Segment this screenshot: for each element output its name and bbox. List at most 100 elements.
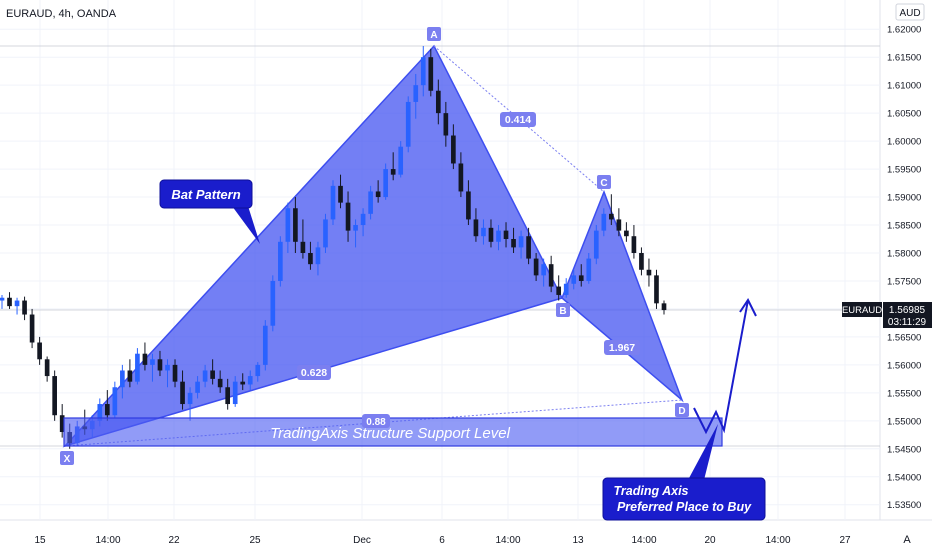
candle[interactable] <box>300 219 306 259</box>
point-label-c[interactable]: C <box>597 175 611 189</box>
candle[interactable] <box>451 124 456 170</box>
candle[interactable] <box>202 364 208 388</box>
ratio-label-xd[interactable]: 0.88 <box>362 414 390 428</box>
candle[interactable] <box>593 225 599 265</box>
candlestick-series[interactable] <box>0 46 667 449</box>
candle[interactable] <box>262 320 268 371</box>
candle[interactable] <box>270 275 276 332</box>
candle[interactable] <box>503 222 509 248</box>
candle[interactable] <box>443 101 449 147</box>
candle[interactable] <box>187 387 193 421</box>
candle[interactable] <box>217 370 223 393</box>
candle[interactable] <box>511 227 516 253</box>
candle[interactable] <box>135 348 140 385</box>
support-zone[interactable] <box>63 417 723 447</box>
candle[interactable] <box>571 269 577 290</box>
point-label-d[interactable]: D <box>675 403 689 417</box>
candle[interactable] <box>0 294 5 309</box>
candle[interactable] <box>150 353 155 382</box>
candle[interactable] <box>127 359 133 388</box>
candle[interactable] <box>661 300 667 315</box>
candle[interactable] <box>646 258 652 287</box>
candle[interactable] <box>7 292 12 309</box>
candle[interactable] <box>548 255 554 293</box>
candle[interactable] <box>315 241 321 276</box>
bat-pattern-callout[interactable]: Bat Pattern <box>159 179 260 244</box>
point-label-b[interactable]: B <box>556 303 570 317</box>
candle[interactable] <box>330 180 336 226</box>
candle[interactable] <box>413 73 419 119</box>
candle[interactable] <box>180 370 185 410</box>
candle[interactable] <box>473 208 479 242</box>
candle[interactable] <box>518 230 524 259</box>
candle[interactable] <box>172 359 178 388</box>
candle[interactable] <box>586 252 592 284</box>
candle[interactable] <box>240 373 246 391</box>
candle[interactable] <box>435 79 441 125</box>
candle[interactable] <box>639 247 644 276</box>
buy-zone-callout[interactable]: Trading Axis Preferred Place to Buy <box>602 424 766 521</box>
candle[interactable] <box>466 180 471 226</box>
candle[interactable] <box>488 219 494 248</box>
point-label-x[interactable]: X <box>60 451 74 465</box>
candle[interactable] <box>541 258 546 287</box>
candle[interactable] <box>225 378 231 410</box>
candle[interactable] <box>616 208 622 237</box>
currency-badge[interactable]: AUD <box>895 3 925 21</box>
candle[interactable] <box>104 390 110 421</box>
candle[interactable] <box>255 362 261 382</box>
price-axis-pane[interactable] <box>880 0 932 550</box>
candle[interactable] <box>631 225 637 259</box>
ratio-label-cd[interactable]: 1.967 <box>604 340 640 355</box>
candle[interactable] <box>428 48 434 97</box>
candle[interactable] <box>624 222 629 242</box>
candle[interactable] <box>360 208 366 237</box>
candle[interactable] <box>14 297 20 315</box>
candle[interactable] <box>390 152 396 181</box>
candle[interactable] <box>285 202 291 253</box>
auto-scale-button[interactable]: A <box>903 534 911 546</box>
candle[interactable] <box>398 141 404 178</box>
candle[interactable] <box>142 342 148 371</box>
candle[interactable] <box>37 336 42 365</box>
candle[interactable] <box>120 364 125 399</box>
candle[interactable] <box>420 46 426 97</box>
candle[interactable] <box>22 296 27 321</box>
candle[interactable] <box>383 163 388 200</box>
candle[interactable] <box>345 191 351 242</box>
candle[interactable] <box>458 152 464 198</box>
candle[interactable] <box>556 275 562 301</box>
candle[interactable] <box>481 219 486 245</box>
candle[interactable] <box>195 376 200 399</box>
candle[interactable] <box>601 208 607 237</box>
candle[interactable] <box>654 269 659 309</box>
candle[interactable] <box>609 194 614 226</box>
candle[interactable] <box>112 381 118 419</box>
candle[interactable] <box>526 227 531 265</box>
candle[interactable] <box>578 264 584 287</box>
candle[interactable] <box>52 370 57 421</box>
candle[interactable] <box>293 197 298 253</box>
candle[interactable] <box>353 219 358 248</box>
candle[interactable] <box>533 252 539 281</box>
candle[interactable] <box>59 404 65 438</box>
candle[interactable] <box>232 376 238 407</box>
candle[interactable] <box>338 174 343 209</box>
candle[interactable] <box>405 96 411 153</box>
candle[interactable] <box>375 180 381 203</box>
candle[interactable] <box>247 370 253 391</box>
point-label-a[interactable]: A <box>427 27 441 41</box>
candle[interactable] <box>210 359 215 385</box>
candle[interactable] <box>308 241 313 270</box>
candle[interactable] <box>563 278 569 298</box>
ratio-label-ab[interactable]: 0.628 <box>297 365 331 380</box>
candle[interactable] <box>323 213 328 253</box>
candle[interactable] <box>44 356 50 382</box>
candle[interactable] <box>165 359 170 388</box>
candle[interactable] <box>278 236 283 287</box>
candle[interactable] <box>29 308 35 349</box>
candle[interactable] <box>496 225 501 251</box>
candle[interactable] <box>368 185 373 220</box>
ratio-label-bc[interactable]: 0.414 <box>500 112 536 127</box>
